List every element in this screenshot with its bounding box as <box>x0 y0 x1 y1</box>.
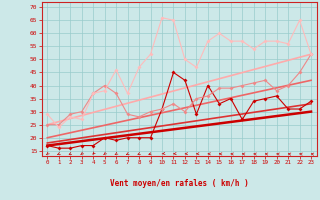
X-axis label: Vent moyen/en rafales ( km/h ): Vent moyen/en rafales ( km/h ) <box>110 179 249 188</box>
